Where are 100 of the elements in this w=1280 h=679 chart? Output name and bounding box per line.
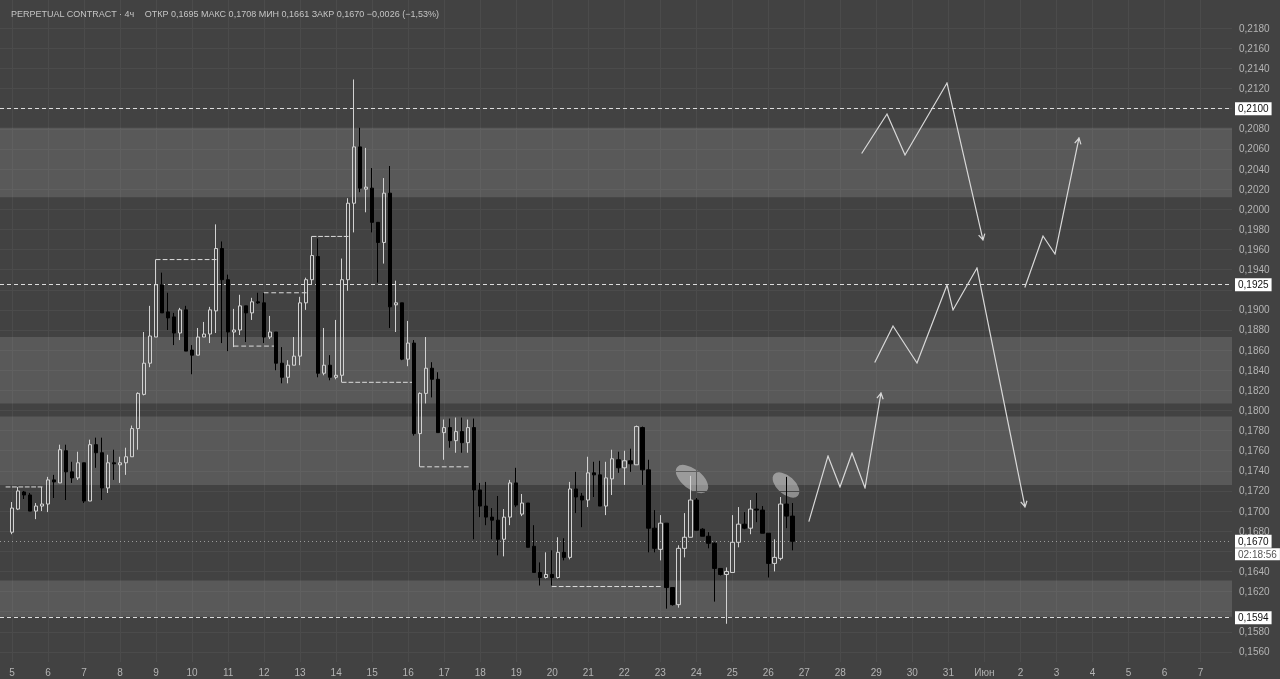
x-tick-label: 11 — [222, 666, 234, 678]
y-tick-label: 0,2120 — [1239, 83, 1271, 95]
y-tick-label: 0,1900 — [1239, 304, 1271, 316]
candlestick — [520, 493, 524, 517]
candlestick — [124, 447, 128, 476]
y-tick-label: 0,2180 — [1239, 22, 1271, 34]
candlestick — [142, 331, 146, 396]
ref-line-label: 0,1594 — [1238, 612, 1270, 624]
candlestick — [238, 294, 242, 336]
candlestick — [208, 306, 212, 344]
x-tick-label: 4 — [1089, 666, 1096, 678]
x-tick-label: 5 — [9, 666, 16, 678]
y-tick-label: 0,1780 — [1239, 425, 1271, 437]
candlestick — [478, 482, 482, 518]
candlestick — [658, 514, 663, 561]
y-tick-label: 0,1820 — [1239, 384, 1271, 396]
x-tick-label: 19 — [510, 666, 523, 678]
candlestick — [592, 461, 596, 498]
candlestick — [70, 461, 74, 484]
candlestick — [76, 451, 80, 481]
candlestick — [412, 339, 416, 437]
candlestick — [562, 537, 566, 561]
y-tick-label: 0,1840 — [1239, 364, 1271, 376]
ref-line-label: 0,1925 — [1238, 279, 1270, 291]
candlestick — [574, 471, 578, 514]
candlestick — [382, 177, 386, 265]
candlestick — [556, 536, 560, 579]
x-tick-label: 23 — [654, 666, 667, 678]
x-tick-label: 24 — [690, 666, 703, 678]
x-tick-label: 8 — [117, 666, 124, 678]
candlestick — [400, 302, 404, 361]
text: ОТКР 0,1695 МАКС 0,1708 МИН 0,1661 ЗАКР 0,1670 −0,0026 (−1,53%) — [144, 8, 439, 19]
candlestick — [442, 419, 446, 461]
x-tick-label: 30 — [906, 666, 919, 678]
candlestick — [274, 331, 278, 371]
x-tick-label: 3 — [1053, 666, 1060, 678]
candlestick — [598, 460, 602, 507]
candlestick — [466, 419, 470, 454]
candlestick — [262, 292, 266, 344]
y-tick-label: 0,1940 — [1239, 264, 1271, 276]
candlestick — [334, 319, 338, 380]
candlestick — [34, 502, 38, 520]
x-tick-label: 29 — [870, 666, 883, 678]
candlestick — [10, 501, 14, 535]
candlestick — [82, 462, 86, 504]
candlestick — [244, 305, 248, 343]
x-tick-label: 17 — [438, 666, 451, 678]
candlestick — [460, 417, 464, 454]
candlestick — [748, 499, 753, 535]
y-tick-label: 0,1700 — [1239, 505, 1271, 517]
candlestick — [526, 502, 530, 548]
y-tick-label: 0,1980 — [1239, 223, 1271, 235]
candlestick — [358, 127, 362, 193]
candlestick — [190, 344, 194, 375]
candlestick — [616, 451, 621, 474]
candlestick — [322, 327, 326, 376]
y-tick-label: 0,1560 — [1239, 646, 1271, 658]
ref-line-label: 0,2100 — [1238, 103, 1270, 115]
candlestick — [586, 456, 590, 508]
y-tick-label: 0,1640 — [1239, 565, 1271, 577]
candlestick — [160, 272, 164, 314]
candlestick — [202, 321, 206, 338]
candlestick — [448, 418, 452, 449]
y-tick-label: 0,1680 — [1239, 525, 1271, 537]
x-tick-label: 20 — [546, 666, 559, 678]
candlestick — [22, 490, 26, 500]
candlestick — [532, 524, 536, 573]
candlestick — [328, 354, 332, 381]
y-tick-label: 0,1620 — [1239, 586, 1271, 598]
candlestick — [178, 307, 182, 341]
candlestick — [502, 508, 506, 557]
candlestick — [604, 461, 608, 516]
y-tick-label: 0,1740 — [1239, 465, 1271, 477]
y-tick-label: 0,1580 — [1239, 626, 1271, 638]
candlestick — [610, 449, 614, 496]
candlestick — [622, 450, 627, 486]
candlestick — [508, 479, 512, 526]
y-tick-label: 0,1720 — [1239, 485, 1271, 497]
x-tick-label: 14 — [330, 666, 343, 678]
candlestick — [220, 240, 224, 344]
candlestick — [550, 549, 554, 587]
x-tick-label: 18 — [474, 666, 487, 678]
y-tick-label: 0,1860 — [1239, 344, 1271, 356]
candlestick — [430, 361, 434, 398]
candlestick — [58, 444, 62, 484]
candlestick — [538, 561, 542, 587]
candlestick — [454, 417, 458, 454]
y-tick-label: 0,1960 — [1239, 244, 1271, 256]
candlestick — [286, 359, 290, 384]
candlestick — [388, 165, 392, 329]
candlestick — [100, 437, 104, 501]
candlestick — [172, 312, 176, 346]
y-tick-label: 0,2160 — [1239, 42, 1271, 54]
x-tick-label: 10 — [186, 666, 199, 678]
x-tick-label: 9 — [153, 666, 160, 678]
candlestick — [316, 237, 320, 378]
x-tick-label: 7 — [1197, 666, 1204, 678]
candlestick — [250, 297, 254, 321]
candlestick — [64, 444, 68, 501]
x-tick-label: 13 — [294, 666, 307, 678]
